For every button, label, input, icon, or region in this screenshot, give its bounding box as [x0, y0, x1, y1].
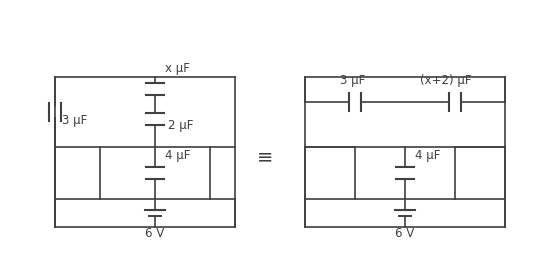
Text: (x+2) μF: (x+2) μF [420, 74, 472, 87]
Text: 4 μF: 4 μF [415, 149, 440, 162]
Text: 4 μF: 4 μF [165, 149, 190, 162]
Text: ≡: ≡ [257, 148, 273, 167]
Text: 3 μF: 3 μF [340, 74, 365, 87]
Text: 6 V: 6 V [395, 227, 414, 240]
Text: 2 μF: 2 μF [168, 119, 193, 132]
Text: 3 μF: 3 μF [62, 114, 87, 127]
Text: x μF: x μF [165, 62, 190, 75]
Text: 6 V: 6 V [146, 227, 164, 240]
